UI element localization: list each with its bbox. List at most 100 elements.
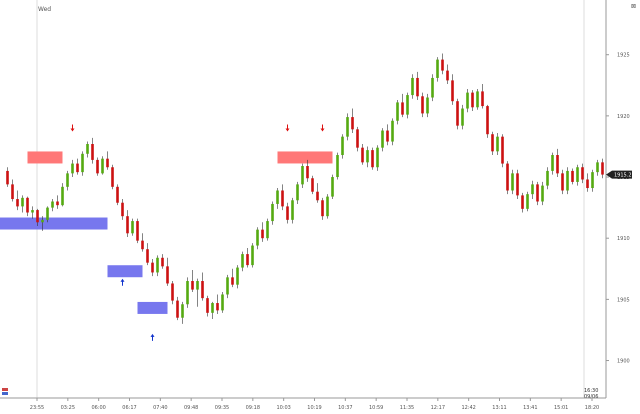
candle-body-70 bbox=[356, 129, 359, 148]
candle-body-4 bbox=[26, 197, 29, 213]
candle-body-8 bbox=[46, 207, 49, 220]
candle-body-61 bbox=[311, 178, 314, 192]
candle-body-37 bbox=[191, 281, 194, 290]
candle-layer bbox=[6, 53, 604, 324]
candle-body-64 bbox=[326, 196, 329, 217]
candle-body-1 bbox=[11, 184, 14, 200]
time-tick-label: 03:25 bbox=[61, 405, 75, 411]
candle-body-84 bbox=[426, 97, 429, 114]
cursor-time: 16:30 bbox=[584, 388, 599, 394]
chart-settings-icon[interactable] bbox=[2, 388, 10, 398]
candle-body-101 bbox=[511, 173, 514, 191]
candle-body-33 bbox=[171, 283, 174, 301]
time-tick-label: 12:42 bbox=[461, 405, 475, 411]
candle-body-14 bbox=[76, 163, 79, 173]
candle-body-75 bbox=[381, 130, 384, 148]
candle-body-104 bbox=[526, 194, 529, 209]
candle-body-106 bbox=[536, 184, 539, 202]
candle-body-40 bbox=[206, 298, 209, 313]
candle-body-87 bbox=[441, 59, 444, 71]
price-tick-label: 1900 bbox=[617, 359, 630, 365]
time-tick-label: 09:18 bbox=[246, 405, 260, 411]
time-tick-label: 12:17 bbox=[431, 405, 445, 411]
candle-body-36 bbox=[186, 281, 189, 305]
candle-body-47 bbox=[241, 254, 244, 268]
candle-body-109 bbox=[551, 155, 554, 171]
candle-body-42 bbox=[216, 303, 219, 311]
candle-body-49 bbox=[251, 245, 254, 266]
candle-body-43 bbox=[221, 294, 224, 311]
buy-zone-3 bbox=[137, 301, 168, 314]
time-tick-label: 06:17 bbox=[122, 405, 136, 411]
candle-body-110 bbox=[556, 155, 559, 174]
candle-body-53 bbox=[271, 203, 274, 222]
candle-body-32 bbox=[166, 266, 169, 284]
candle-body-28 bbox=[146, 249, 149, 263]
sell-arrow-head-2 bbox=[320, 128, 325, 132]
candle-body-105 bbox=[531, 184, 534, 195]
candle-body-72 bbox=[366, 150, 369, 163]
buy-zone-2 bbox=[107, 265, 143, 278]
candle-body-21 bbox=[111, 167, 114, 187]
candle-body-52 bbox=[266, 221, 269, 239]
candle-body-19 bbox=[101, 158, 104, 174]
current-price-marker: 1915.2 bbox=[606, 170, 632, 179]
time-tick-label: 10:37 bbox=[338, 405, 352, 411]
candle-body-27 bbox=[141, 240, 144, 250]
arrow-layer bbox=[70, 124, 325, 341]
time-tick-label: 09:35 bbox=[215, 405, 229, 411]
candle-body-89 bbox=[451, 80, 454, 102]
candle-body-99 bbox=[501, 136, 504, 164]
candle-body-90 bbox=[456, 101, 459, 126]
candle-body-113 bbox=[571, 170, 574, 182]
candle-body-82 bbox=[416, 77, 419, 97]
time-tick-label: 13:41 bbox=[523, 405, 537, 411]
candle-body-69 bbox=[351, 117, 354, 130]
candle-body-74 bbox=[376, 147, 379, 168]
candle-body-65 bbox=[331, 177, 334, 197]
candle-body-25 bbox=[131, 221, 134, 234]
candle-body-81 bbox=[411, 77, 414, 96]
price-tick-label: 1920 bbox=[617, 114, 630, 120]
expand-icon[interactable]: ⊠ bbox=[630, 3, 636, 10]
time-tick-label: 13:11 bbox=[492, 405, 506, 411]
candle-body-24 bbox=[126, 216, 129, 234]
candle-body-55 bbox=[281, 190, 284, 207]
candle-body-48 bbox=[246, 254, 249, 266]
candle-body-112 bbox=[566, 170, 569, 191]
candle-body-46 bbox=[236, 267, 239, 285]
candle-body-98 bbox=[496, 136, 499, 152]
candle-body-10 bbox=[56, 201, 59, 206]
candle-body-15 bbox=[81, 153, 84, 173]
candle-body-86 bbox=[436, 59, 439, 78]
candle-body-92 bbox=[466, 92, 469, 109]
candle-body-34 bbox=[176, 300, 179, 318]
sell-arrow-head-0 bbox=[70, 128, 75, 132]
candle-body-2 bbox=[16, 199, 19, 207]
candle-body-115 bbox=[581, 167, 584, 180]
candle-body-59 bbox=[301, 166, 304, 185]
candle-body-114 bbox=[576, 167, 579, 182]
candle-body-41 bbox=[211, 303, 214, 313]
price-tick-label: 1910 bbox=[617, 236, 630, 242]
candle-body-95 bbox=[481, 91, 484, 107]
candle-body-93 bbox=[471, 92, 474, 108]
current-price-arrow bbox=[606, 170, 632, 179]
candle-body-68 bbox=[346, 117, 349, 137]
candle-body-54 bbox=[276, 190, 279, 204]
candle-body-56 bbox=[286, 206, 289, 220]
candle-body-50 bbox=[256, 229, 259, 246]
candle-body-39 bbox=[201, 281, 204, 299]
zone-layer bbox=[0, 151, 333, 314]
week-label: Wed bbox=[38, 6, 52, 13]
time-tick-label: 09:48 bbox=[184, 405, 198, 411]
time-axis: 23:55 03:25 06:00 06:17 07:40 09:48 09:35 09:18… bbox=[30, 398, 599, 411]
candle-body-88 bbox=[446, 70, 449, 81]
candle-body-23 bbox=[121, 202, 124, 217]
candle-body-77 bbox=[391, 120, 394, 142]
time-tick-label: 23:55 bbox=[30, 405, 44, 411]
time-tick-label: 15:01 bbox=[554, 405, 568, 411]
candle-body-51 bbox=[261, 229, 264, 239]
candle-body-108 bbox=[546, 170, 549, 186]
candle-body-73 bbox=[371, 150, 374, 168]
